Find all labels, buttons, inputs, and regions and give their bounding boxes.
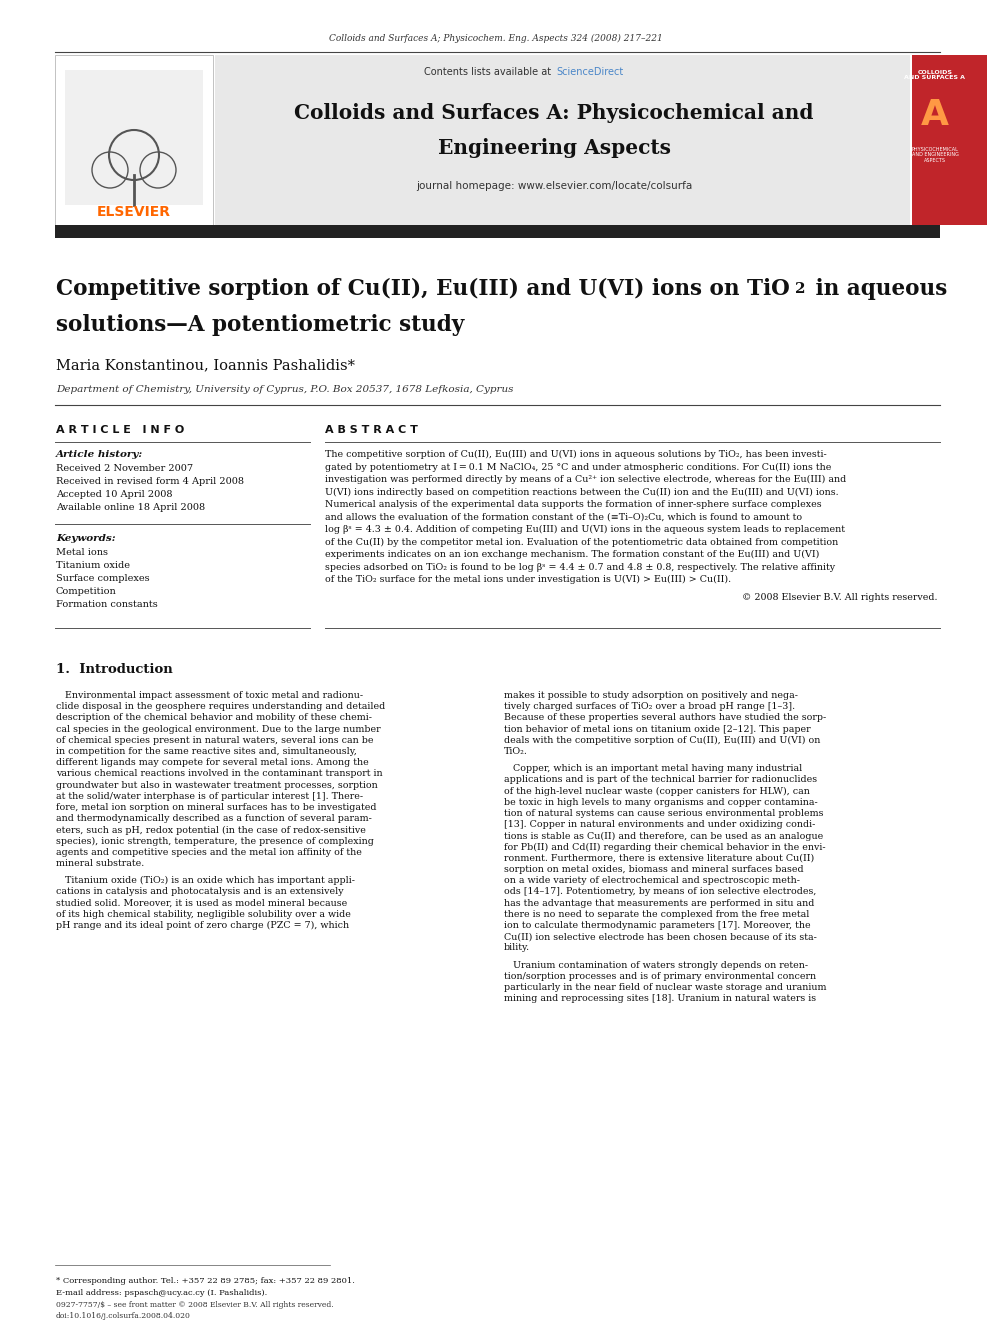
Text: 0927-7757/$ – see front matter © 2008 Elsevier B.V. All rights reserved.: 0927-7757/$ – see front matter © 2008 El… xyxy=(56,1301,333,1308)
Text: gated by potentiometry at I = 0.1 M NaClO₄, 25 °C and under atmospheric conditio: gated by potentiometry at I = 0.1 M NaCl… xyxy=(325,463,831,471)
Text: has the advantage that measurements are performed in situ and: has the advantage that measurements are … xyxy=(504,898,814,908)
Bar xyxy=(912,56,987,225)
Text: Copper, which is an important metal having many industrial: Copper, which is an important metal havi… xyxy=(504,765,803,773)
Text: Available online 18 April 2008: Available online 18 April 2008 xyxy=(56,503,205,512)
Text: Titanium oxide: Titanium oxide xyxy=(56,561,130,570)
Text: cations in catalysis and photocatalysis and is an extensively: cations in catalysis and photocatalysis … xyxy=(56,888,343,897)
Text: different ligands may compete for several metal ions. Among the: different ligands may compete for severa… xyxy=(56,758,369,767)
Text: Colloids and Surfaces A; Physicochem. Eng. Aspects 324 (2008) 217–221: Colloids and Surfaces A; Physicochem. En… xyxy=(329,33,663,42)
Text: Competition: Competition xyxy=(56,587,117,595)
Text: journal homepage: www.elsevier.com/locate/colsurfa: journal homepage: www.elsevier.com/locat… xyxy=(416,181,692,191)
Text: particularly in the near field of nuclear waste storage and uranium: particularly in the near field of nuclea… xyxy=(504,983,826,992)
Text: * Corresponding author. Tel.: +357 22 89 2785; fax: +357 22 89 2801.: * Corresponding author. Tel.: +357 22 89… xyxy=(56,1277,355,1285)
Text: ion to calculate thermodynamic parameters [17]. Moreover, the: ion to calculate thermodynamic parameter… xyxy=(504,921,810,930)
Text: U(VI) ions indirectly based on competition reactions between the Cu(II) ion and : U(VI) ions indirectly based on competiti… xyxy=(325,487,838,496)
Text: deals with the competitive sorption of Cu(II), Eu(III) and U(VI) on: deals with the competitive sorption of C… xyxy=(504,736,820,745)
Text: of the Cu(II) by the competitor metal ion. Evaluation of the potentiometric data: of the Cu(II) by the competitor metal io… xyxy=(325,537,838,546)
Text: in aqueous: in aqueous xyxy=(808,278,947,300)
Text: 1.  Introduction: 1. Introduction xyxy=(56,663,173,676)
Text: tions is stable as Cu(II) and therefore, can be used as an analogue: tions is stable as Cu(II) and therefore,… xyxy=(504,831,823,840)
Text: and thermodynamically described as a function of several param-: and thermodynamically described as a fun… xyxy=(56,814,372,823)
Text: eters, such as pH, redox potential (in the case of redox-sensitive: eters, such as pH, redox potential (in t… xyxy=(56,826,366,835)
Text: and allows the evaluation of the formation constant of the (≡Ti–O)₂Cu, which is : and allows the evaluation of the formati… xyxy=(325,512,803,521)
Text: The competitive sorption of Cu(II), Eu(III) and U(VI) ions in aqueous solutions : The competitive sorption of Cu(II), Eu(I… xyxy=(325,450,826,459)
Text: clide disposal in the geosphere requires understanding and detailed: clide disposal in the geosphere requires… xyxy=(56,703,385,712)
Text: makes it possible to study adsorption on positively and nega-: makes it possible to study adsorption on… xyxy=(504,691,798,700)
Text: studied solid. Moreover, it is used as model mineral because: studied solid. Moreover, it is used as m… xyxy=(56,898,347,908)
Text: cal species in the geological environment. Due to the large number: cal species in the geological environmen… xyxy=(56,725,381,733)
Text: TiO₂.: TiO₂. xyxy=(504,747,528,755)
Text: Department of Chemistry, University of Cyprus, P.O. Box 20537, 1678 Lefkosia, Cy: Department of Chemistry, University of C… xyxy=(56,385,514,394)
Text: sorption on metal oxides, biomass and mineral surfaces based: sorption on metal oxides, biomass and mi… xyxy=(504,865,804,875)
Text: Because of these properties several authors have studied the sorp-: Because of these properties several auth… xyxy=(504,713,826,722)
Text: Uranium contamination of waters strongly depends on reten-: Uranium contamination of waters strongly… xyxy=(504,960,808,970)
Text: fore, metal ion sorption on mineral surfaces has to be investigated: fore, metal ion sorption on mineral surf… xyxy=(56,803,377,812)
Bar xyxy=(65,70,203,205)
Text: ronment. Furthermore, there is extensive literature about Cu(II): ronment. Furthermore, there is extensive… xyxy=(504,853,814,863)
Text: Surface complexes: Surface complexes xyxy=(56,574,150,583)
Text: Contents lists available at: Contents lists available at xyxy=(424,67,554,77)
Text: Metal ions: Metal ions xyxy=(56,548,108,557)
Text: of the TiO₂ surface for the metal ions under investigation is U(VI) > Eu(III) > : of the TiO₂ surface for the metal ions u… xyxy=(325,576,731,585)
Text: PHYSICOCHEMICAL
AND ENGINEERING
ASPECTS: PHYSICOCHEMICAL AND ENGINEERING ASPECTS xyxy=(912,147,958,163)
Text: Received in revised form 4 April 2008: Received in revised form 4 April 2008 xyxy=(56,478,244,486)
Text: species adsorbed on TiO₂ is found to be log βˢ = 4.4 ± 0.7 and 4.8 ± 0.8, respec: species adsorbed on TiO₂ is found to be … xyxy=(325,562,835,572)
Text: 2: 2 xyxy=(795,282,806,296)
Text: ELSEVIER: ELSEVIER xyxy=(97,205,171,220)
Text: solutions—A potentiometric study: solutions—A potentiometric study xyxy=(56,314,464,336)
Bar xyxy=(215,56,910,225)
Text: various chemical reactions involved in the contaminant transport in: various chemical reactions involved in t… xyxy=(56,770,383,778)
Text: ScienceDirect: ScienceDirect xyxy=(556,67,623,77)
Text: Titanium oxide (TiO₂) is an oxide which has important appli-: Titanium oxide (TiO₂) is an oxide which … xyxy=(56,876,355,885)
Text: Engineering Aspects: Engineering Aspects xyxy=(437,138,671,157)
Text: experiments indicates on an ion exchange mechanism. The formation constant of th: experiments indicates on an ion exchange… xyxy=(325,550,819,560)
Text: tion of natural systems can cause serious environmental problems: tion of natural systems can cause seriou… xyxy=(504,808,823,818)
Text: mineral substrate.: mineral substrate. xyxy=(56,859,144,868)
Text: doi:10.1016/j.colsurfa.2008.04.020: doi:10.1016/j.colsurfa.2008.04.020 xyxy=(56,1312,190,1320)
Bar xyxy=(55,56,213,225)
Text: A: A xyxy=(921,98,949,132)
Text: Cu(II) ion selective electrode has been chosen because of its sta-: Cu(II) ion selective electrode has been … xyxy=(504,933,816,941)
Text: A B S T R A C T: A B S T R A C T xyxy=(325,425,418,435)
Text: tion behavior of metal ions on titanium oxide [2–12]. This paper: tion behavior of metal ions on titanium … xyxy=(504,725,810,733)
Text: Keywords:: Keywords: xyxy=(56,534,116,542)
Text: Competitive sorption of Cu(II), Eu(III) and U(VI) ions on TiO: Competitive sorption of Cu(II), Eu(III) … xyxy=(56,278,790,300)
Text: for Pb(II) and Cd(II) regarding their chemical behavior in the envi-: for Pb(II) and Cd(II) regarding their ch… xyxy=(504,843,825,852)
Text: Numerical analysis of the experimental data supports the formation of inner-sphe: Numerical analysis of the experimental d… xyxy=(325,500,821,509)
Text: log βˢ = 4.3 ± 0.4. Addition of competing Eu(III) and U(VI) ions in the aqueous : log βˢ = 4.3 ± 0.4. Addition of competin… xyxy=(325,525,845,534)
Text: Article history:: Article history: xyxy=(56,450,143,459)
Text: Received 2 November 2007: Received 2 November 2007 xyxy=(56,464,193,474)
Text: tion/sorption processes and is of primary environmental concern: tion/sorption processes and is of primar… xyxy=(504,972,816,980)
Text: tively charged surfaces of TiO₂ over a broad pH range [1–3].: tively charged surfaces of TiO₂ over a b… xyxy=(504,703,796,712)
Bar xyxy=(55,225,940,238)
Text: there is no need to separate the complexed from the free metal: there is no need to separate the complex… xyxy=(504,910,809,918)
Text: bility.: bility. xyxy=(504,943,530,953)
Text: Accepted 10 April 2008: Accepted 10 April 2008 xyxy=(56,490,173,499)
Text: ods [14–17]. Potentiometry, by means of ion selective electrodes,: ods [14–17]. Potentiometry, by means of … xyxy=(504,888,816,897)
Text: Environmental impact assessment of toxic metal and radionu-: Environmental impact assessment of toxic… xyxy=(56,691,363,700)
Text: investigation was performed directly by means of a Cu²⁺ ion selective electrode,: investigation was performed directly by … xyxy=(325,475,846,484)
Text: mining and reprocessing sites [18]. Uranium in natural waters is: mining and reprocessing sites [18]. Uran… xyxy=(504,994,816,1003)
Text: pH range and its ideal point of zero charge (PZC = 7), which: pH range and its ideal point of zero cha… xyxy=(56,921,349,930)
Text: A R T I C L E   I N F O: A R T I C L E I N F O xyxy=(56,425,185,435)
Text: COLLOIDS
AND SURFACES A: COLLOIDS AND SURFACES A xyxy=(905,70,965,81)
Text: of chemical species present in natural waters, several ions can be: of chemical species present in natural w… xyxy=(56,736,374,745)
Text: Colloids and Surfaces A: Physicochemical and: Colloids and Surfaces A: Physicochemical… xyxy=(295,103,813,123)
Text: Formation constants: Formation constants xyxy=(56,601,158,609)
Text: on a wide variety of electrochemical and spectroscopic meth-: on a wide variety of electrochemical and… xyxy=(504,876,800,885)
Text: species), ionic strength, temperature, the presence of complexing: species), ionic strength, temperature, t… xyxy=(56,836,374,845)
Text: Maria Konstantinou, Ioannis Pashalidis*: Maria Konstantinou, Ioannis Pashalidis* xyxy=(56,359,355,372)
Text: agents and competitive species and the metal ion affinity of the: agents and competitive species and the m… xyxy=(56,848,362,857)
Text: of its high chemical stability, negligible solubility over a wide: of its high chemical stability, negligib… xyxy=(56,910,351,918)
Text: at the solid/water interphase is of particular interest [1]. There-: at the solid/water interphase is of part… xyxy=(56,791,363,800)
Text: E-mail address: pspasch@ucy.ac.cy (I. Pashalidis).: E-mail address: pspasch@ucy.ac.cy (I. Pa… xyxy=(56,1289,267,1297)
Text: applications and is part of the technical barrier for radionuclides: applications and is part of the technica… xyxy=(504,775,817,785)
Text: in competition for the same reactive sites and, simultaneously,: in competition for the same reactive sit… xyxy=(56,747,357,755)
Text: description of the chemical behavior and mobility of these chemi-: description of the chemical behavior and… xyxy=(56,713,372,722)
Text: © 2008 Elsevier B.V. All rights reserved.: © 2008 Elsevier B.V. All rights reserved… xyxy=(742,593,938,602)
Text: [13]. Copper in natural environments and under oxidizing condi-: [13]. Copper in natural environments and… xyxy=(504,820,815,830)
Text: groundwater but also in wastewater treatment processes, sorption: groundwater but also in wastewater treat… xyxy=(56,781,378,790)
Text: of the high-level nuclear waste (copper canisters for HLW), can: of the high-level nuclear waste (copper … xyxy=(504,787,809,795)
Text: be toxic in high levels to many organisms and copper contamina-: be toxic in high levels to many organism… xyxy=(504,798,817,807)
